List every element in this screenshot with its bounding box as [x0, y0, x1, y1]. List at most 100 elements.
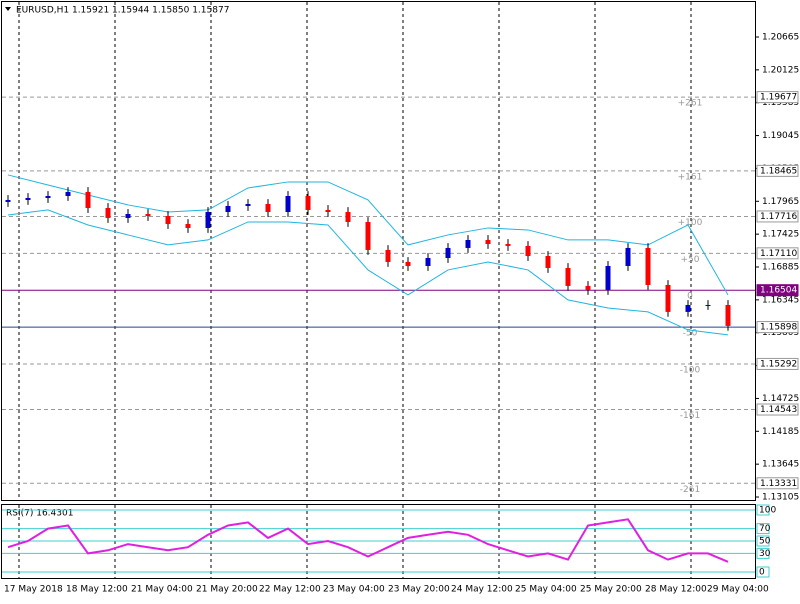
candle-body: [565, 267, 571, 286]
candle-body: [325, 209, 331, 212]
y-tick-label: 1.19585: [762, 98, 799, 108]
level-tag: 0: [687, 292, 693, 302]
x-tick-label: 21 May 04:00: [131, 585, 193, 595]
y-tick-label: 70: [759, 524, 771, 534]
x-tick-label: 28 May 12:00: [645, 585, 707, 595]
level-label: 1.13331: [760, 479, 797, 489]
level-label: 1.18465: [760, 166, 797, 176]
level-label: 1.15898: [760, 323, 797, 333]
candle-body: [605, 265, 611, 290]
x-tick-label: 22 May 12:00: [259, 585, 321, 595]
level-box: [756, 164, 799, 177]
bollinger-band: [7, 209, 729, 336]
level-label: 1.15292: [760, 359, 797, 369]
menu-arrow[interactable]: [5, 7, 11, 11]
candle-body: [5, 200, 11, 202]
level-box: [756, 284, 799, 297]
y-tick-label: 100: [759, 506, 776, 516]
candle-body: [425, 258, 431, 266]
candle-body: [25, 198, 31, 201]
candle-body: [305, 195, 311, 210]
level-tag: +261: [678, 99, 703, 109]
y-tick-label: 30: [759, 549, 771, 559]
rsi-line: [7, 518, 729, 563]
candle-body: [645, 247, 651, 285]
rsi-title: RSI(7) 16.4301: [6, 509, 73, 519]
y-tick-label: 1.17425: [762, 230, 799, 240]
level-tag: +50: [681, 255, 700, 265]
candle-body: [345, 211, 351, 222]
x-tick-label: 18 May 12:00: [66, 585, 128, 595]
level-tag: -100: [680, 365, 701, 375]
level-box: [756, 566, 770, 578]
candle-body: [105, 207, 111, 218]
candle-body: [625, 247, 631, 266]
candle-body: [705, 304, 711, 306]
level-box: [756, 523, 770, 535]
x-tick-label: 29 May 04:00: [707, 585, 769, 595]
candle-body: [245, 203, 251, 206]
candle-body: [665, 284, 671, 312]
y-tick-label: 1.13105: [762, 493, 799, 503]
level-label: 1.19677: [760, 93, 797, 103]
y-tick-label: 1.13645: [762, 460, 799, 470]
candle-body: [145, 214, 151, 217]
level-label: 1.14543: [760, 405, 797, 415]
level-label: 1.17716: [760, 212, 797, 222]
level-box: [756, 535, 770, 547]
candle-body: [365, 221, 371, 250]
rsi-frame: [1, 504, 756, 579]
level-box: [756, 403, 799, 416]
candle-body: [505, 244, 511, 246]
candle-body: [485, 239, 491, 245]
level-box: [756, 247, 799, 260]
level-tag: -261: [680, 485, 700, 495]
candle-body: [85, 191, 91, 208]
y-tick-label: 0: [759, 568, 765, 578]
candle-body: [525, 245, 531, 256]
chart-title: EURUSD,H1 1.15921 1.15944 1.15850 1.1587…: [16, 6, 229, 16]
candle-body: [205, 211, 211, 229]
candle-body: [405, 261, 411, 266]
candle-body: [285, 195, 291, 212]
level-box: [756, 91, 799, 104]
level-label: 1.17110: [760, 249, 797, 259]
x-tick-label: 24 May 12:00: [451, 585, 513, 595]
level-label: 1.16504: [760, 286, 797, 296]
x-tick-label: 17 May 2018: [4, 585, 63, 595]
level-tag: -50: [683, 329, 698, 339]
x-tick-label: 25 May 20:00: [580, 585, 642, 595]
y-tick-label: 1.14185: [762, 427, 799, 437]
time-grid: [18, 2, 692, 578]
x-tick-label: 23 May 04:00: [323, 585, 385, 595]
candle-body: [385, 249, 391, 262]
y-tick-label: 50: [759, 537, 771, 547]
candle-body: [265, 203, 271, 212]
level-box: [756, 504, 770, 516]
y-tick-label: 1.19045: [762, 131, 799, 141]
level-box: [756, 321, 799, 334]
x-tick-label: 25 May 04:00: [515, 585, 577, 595]
candle-body: [585, 285, 591, 290]
candle-body: [545, 255, 551, 268]
x-tick-label: 23 May 20:00: [388, 585, 450, 595]
y-tick-label: 1.16345: [762, 295, 799, 305]
y-tick-label: 1.17965: [762, 197, 799, 207]
bollinger-band: [7, 174, 729, 296]
candle-body: [185, 223, 191, 229]
candle-body: [165, 216, 171, 224]
candle-body: [725, 304, 731, 326]
candle-body: [125, 214, 131, 218]
level-box: [756, 477, 799, 490]
y-tick-label: 1.15805: [762, 328, 799, 338]
level-tag: -161: [680, 411, 700, 421]
y-tick-label: 1.20125: [762, 65, 799, 75]
candle-body: [65, 191, 71, 196]
candle-body: [685, 304, 691, 312]
level-box: [756, 547, 770, 559]
y-tick-label: 1.14725: [762, 394, 799, 404]
candle-body: [45, 195, 51, 199]
y-tick-label: 1.20665: [762, 32, 799, 42]
level-tag: +161: [678, 172, 703, 182]
